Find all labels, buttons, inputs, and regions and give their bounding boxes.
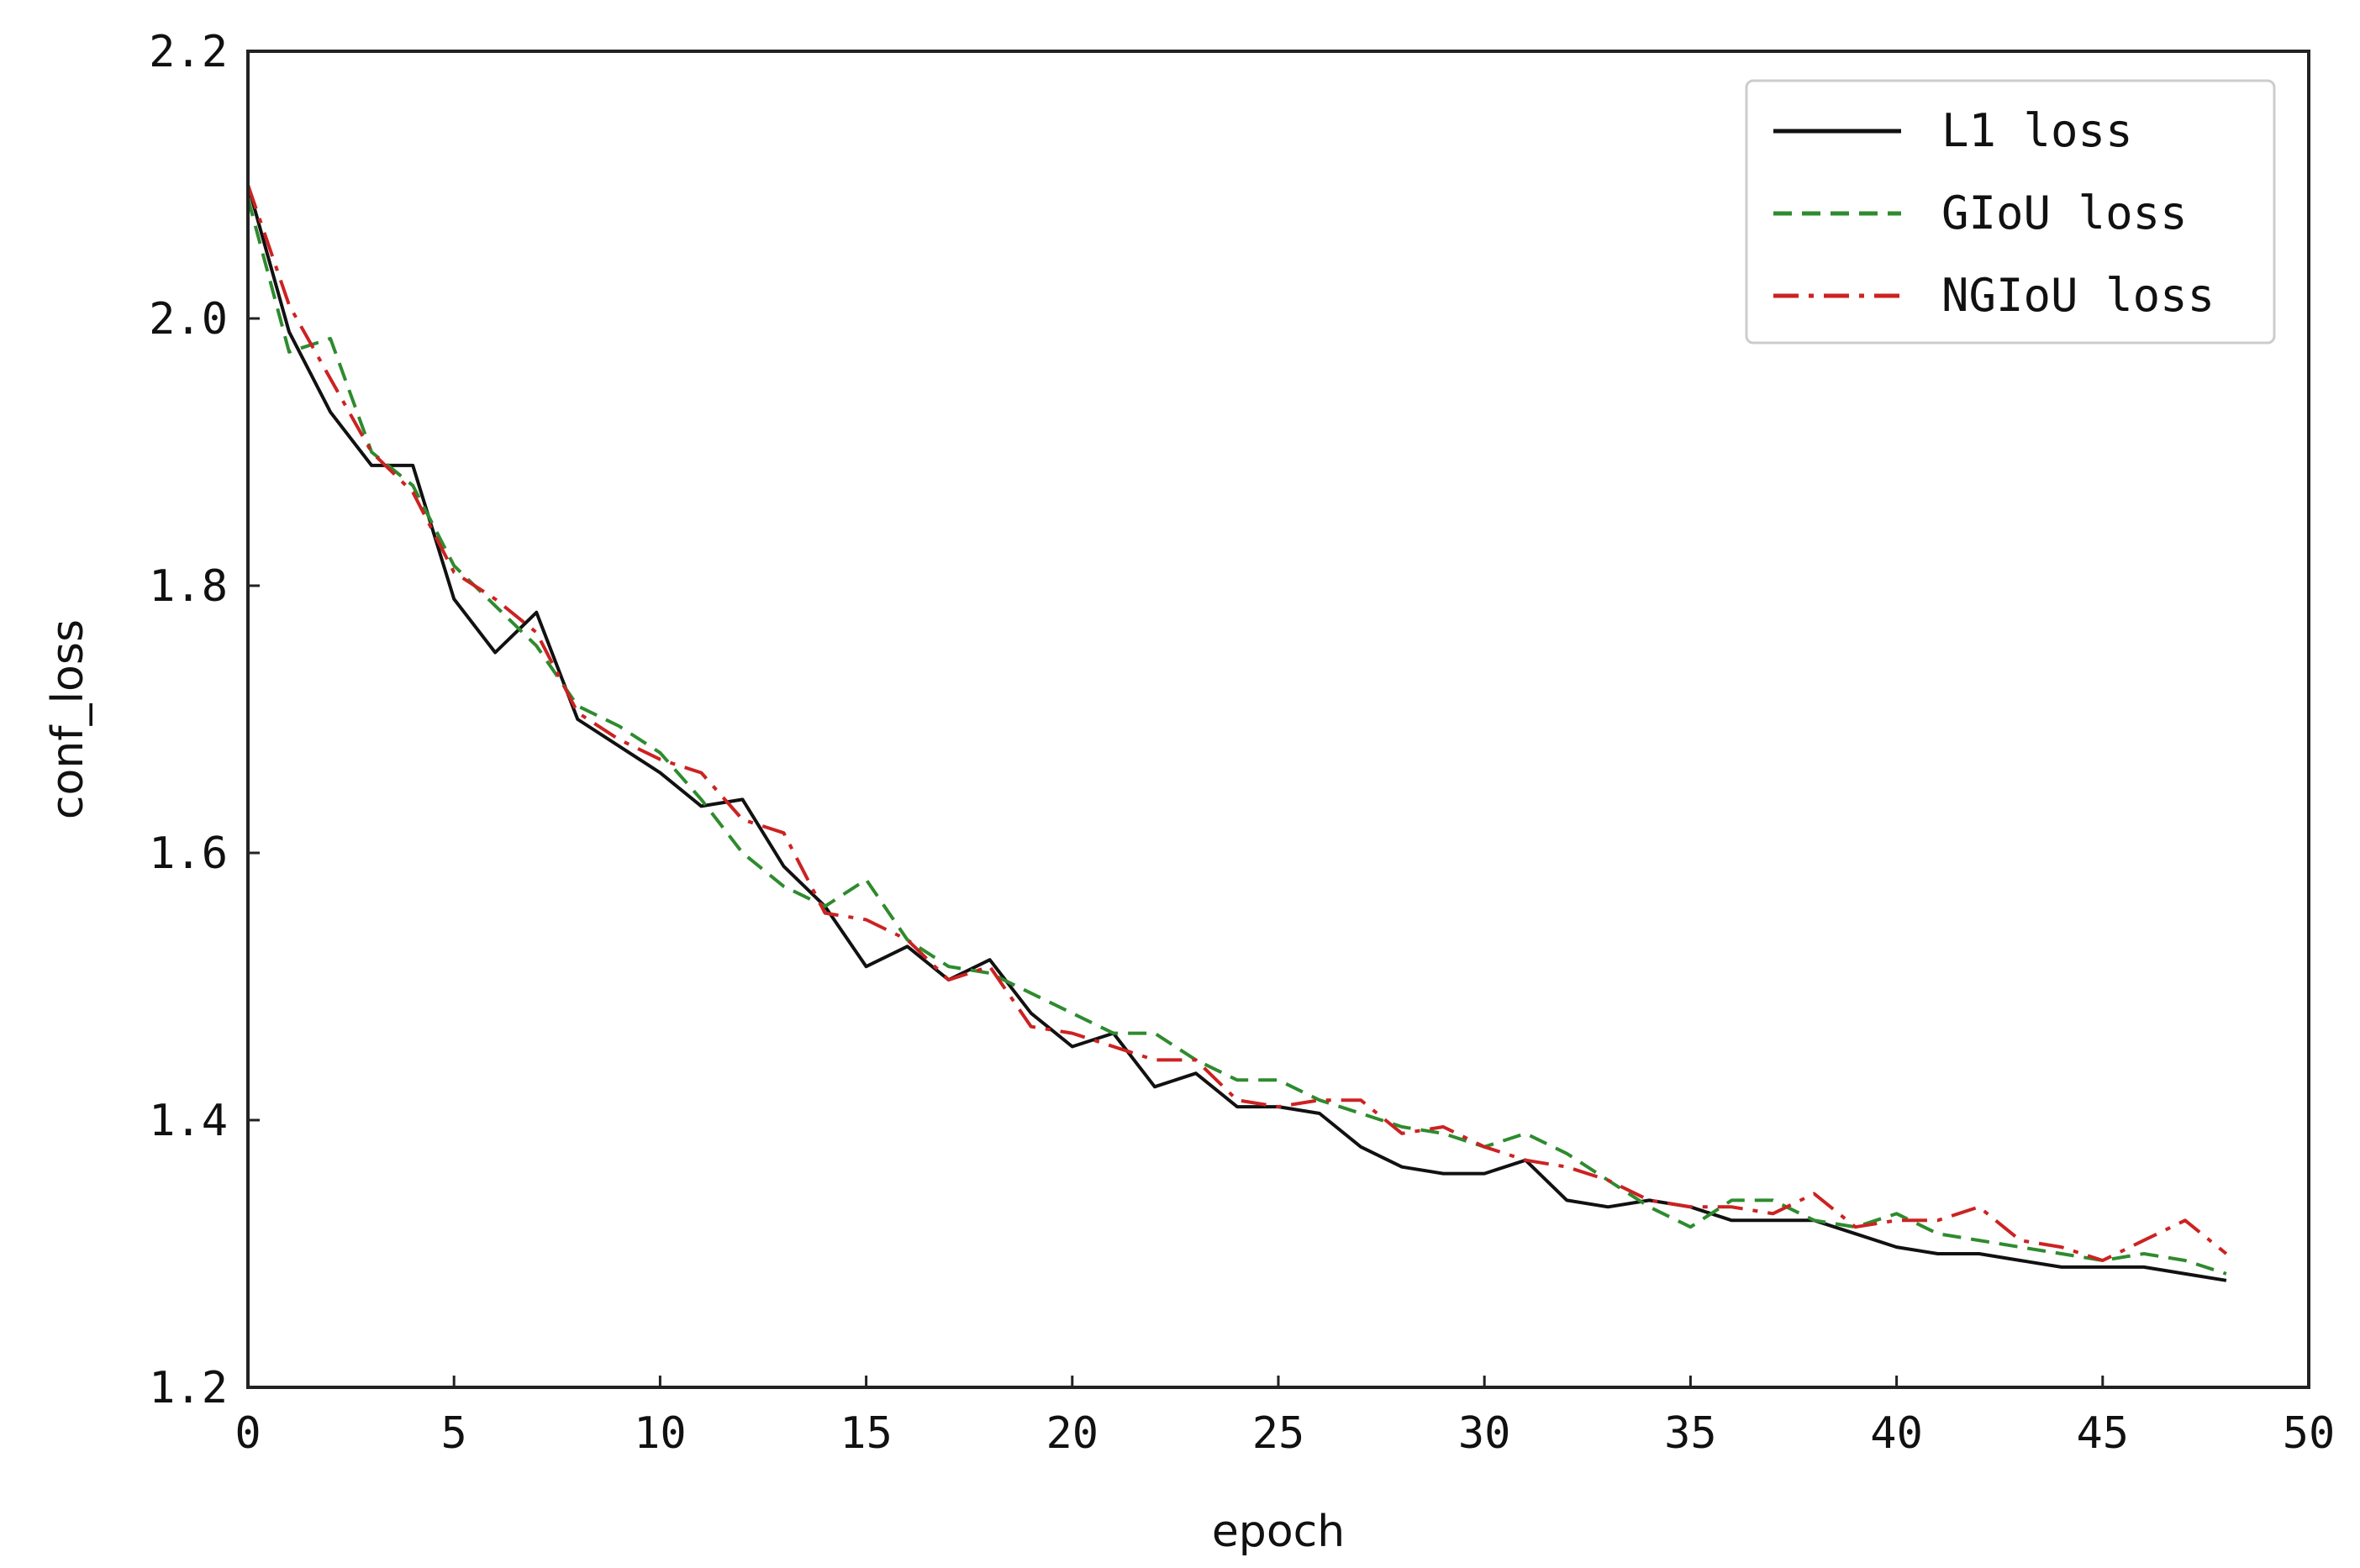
x-tick-label: 50 (2283, 1408, 2336, 1459)
legend: L1 loss GIoU loss NGIoU loss (1745, 79, 2276, 345)
legend-label-2: GIoU loss (1941, 187, 2188, 239)
series-line-1 (246, 184, 2227, 1282)
y-axis: 1.2 1.4 1.6 1.8 2.0 2.2 (149, 27, 260, 1413)
x-tick-label: 10 (634, 1408, 687, 1459)
y-tick-label: 2.2 (149, 27, 228, 77)
y-tick-label: 1.6 (149, 829, 228, 879)
legend-label-3: NGIoU loss (1941, 269, 2215, 322)
x-tick-label: 15 (840, 1408, 893, 1459)
x-tick-label: 20 (1046, 1408, 1098, 1459)
x-axis-title: epoch (1212, 1507, 1345, 1557)
y-tick-label: 1.4 (149, 1096, 228, 1146)
x-tick-label: 0 (234, 1408, 261, 1459)
legend-label-1: L1 loss (1941, 104, 2133, 157)
x-tick-label: 30 (1458, 1408, 1511, 1459)
x-tick-label: 5 (441, 1408, 467, 1459)
x-tick-label: 40 (1870, 1408, 1923, 1459)
y-tick-label: 1.2 (149, 1363, 228, 1413)
y-tick-label: 1.8 (149, 561, 228, 612)
x-tick-label: 35 (1664, 1408, 1717, 1459)
x-tick-label: 25 (1252, 1408, 1305, 1459)
legend-frame (1745, 79, 2276, 345)
y-tick-label: 2.0 (149, 294, 228, 345)
series-layer (246, 184, 2228, 1282)
x-axis: 0 5 10 15 20 25 30 35 40 45 50 (234, 1376, 2335, 1459)
series-line-2 (246, 197, 2227, 1276)
x-tick-label: 45 (2076, 1408, 2129, 1459)
y-axis-title: conf_loss (43, 619, 93, 819)
